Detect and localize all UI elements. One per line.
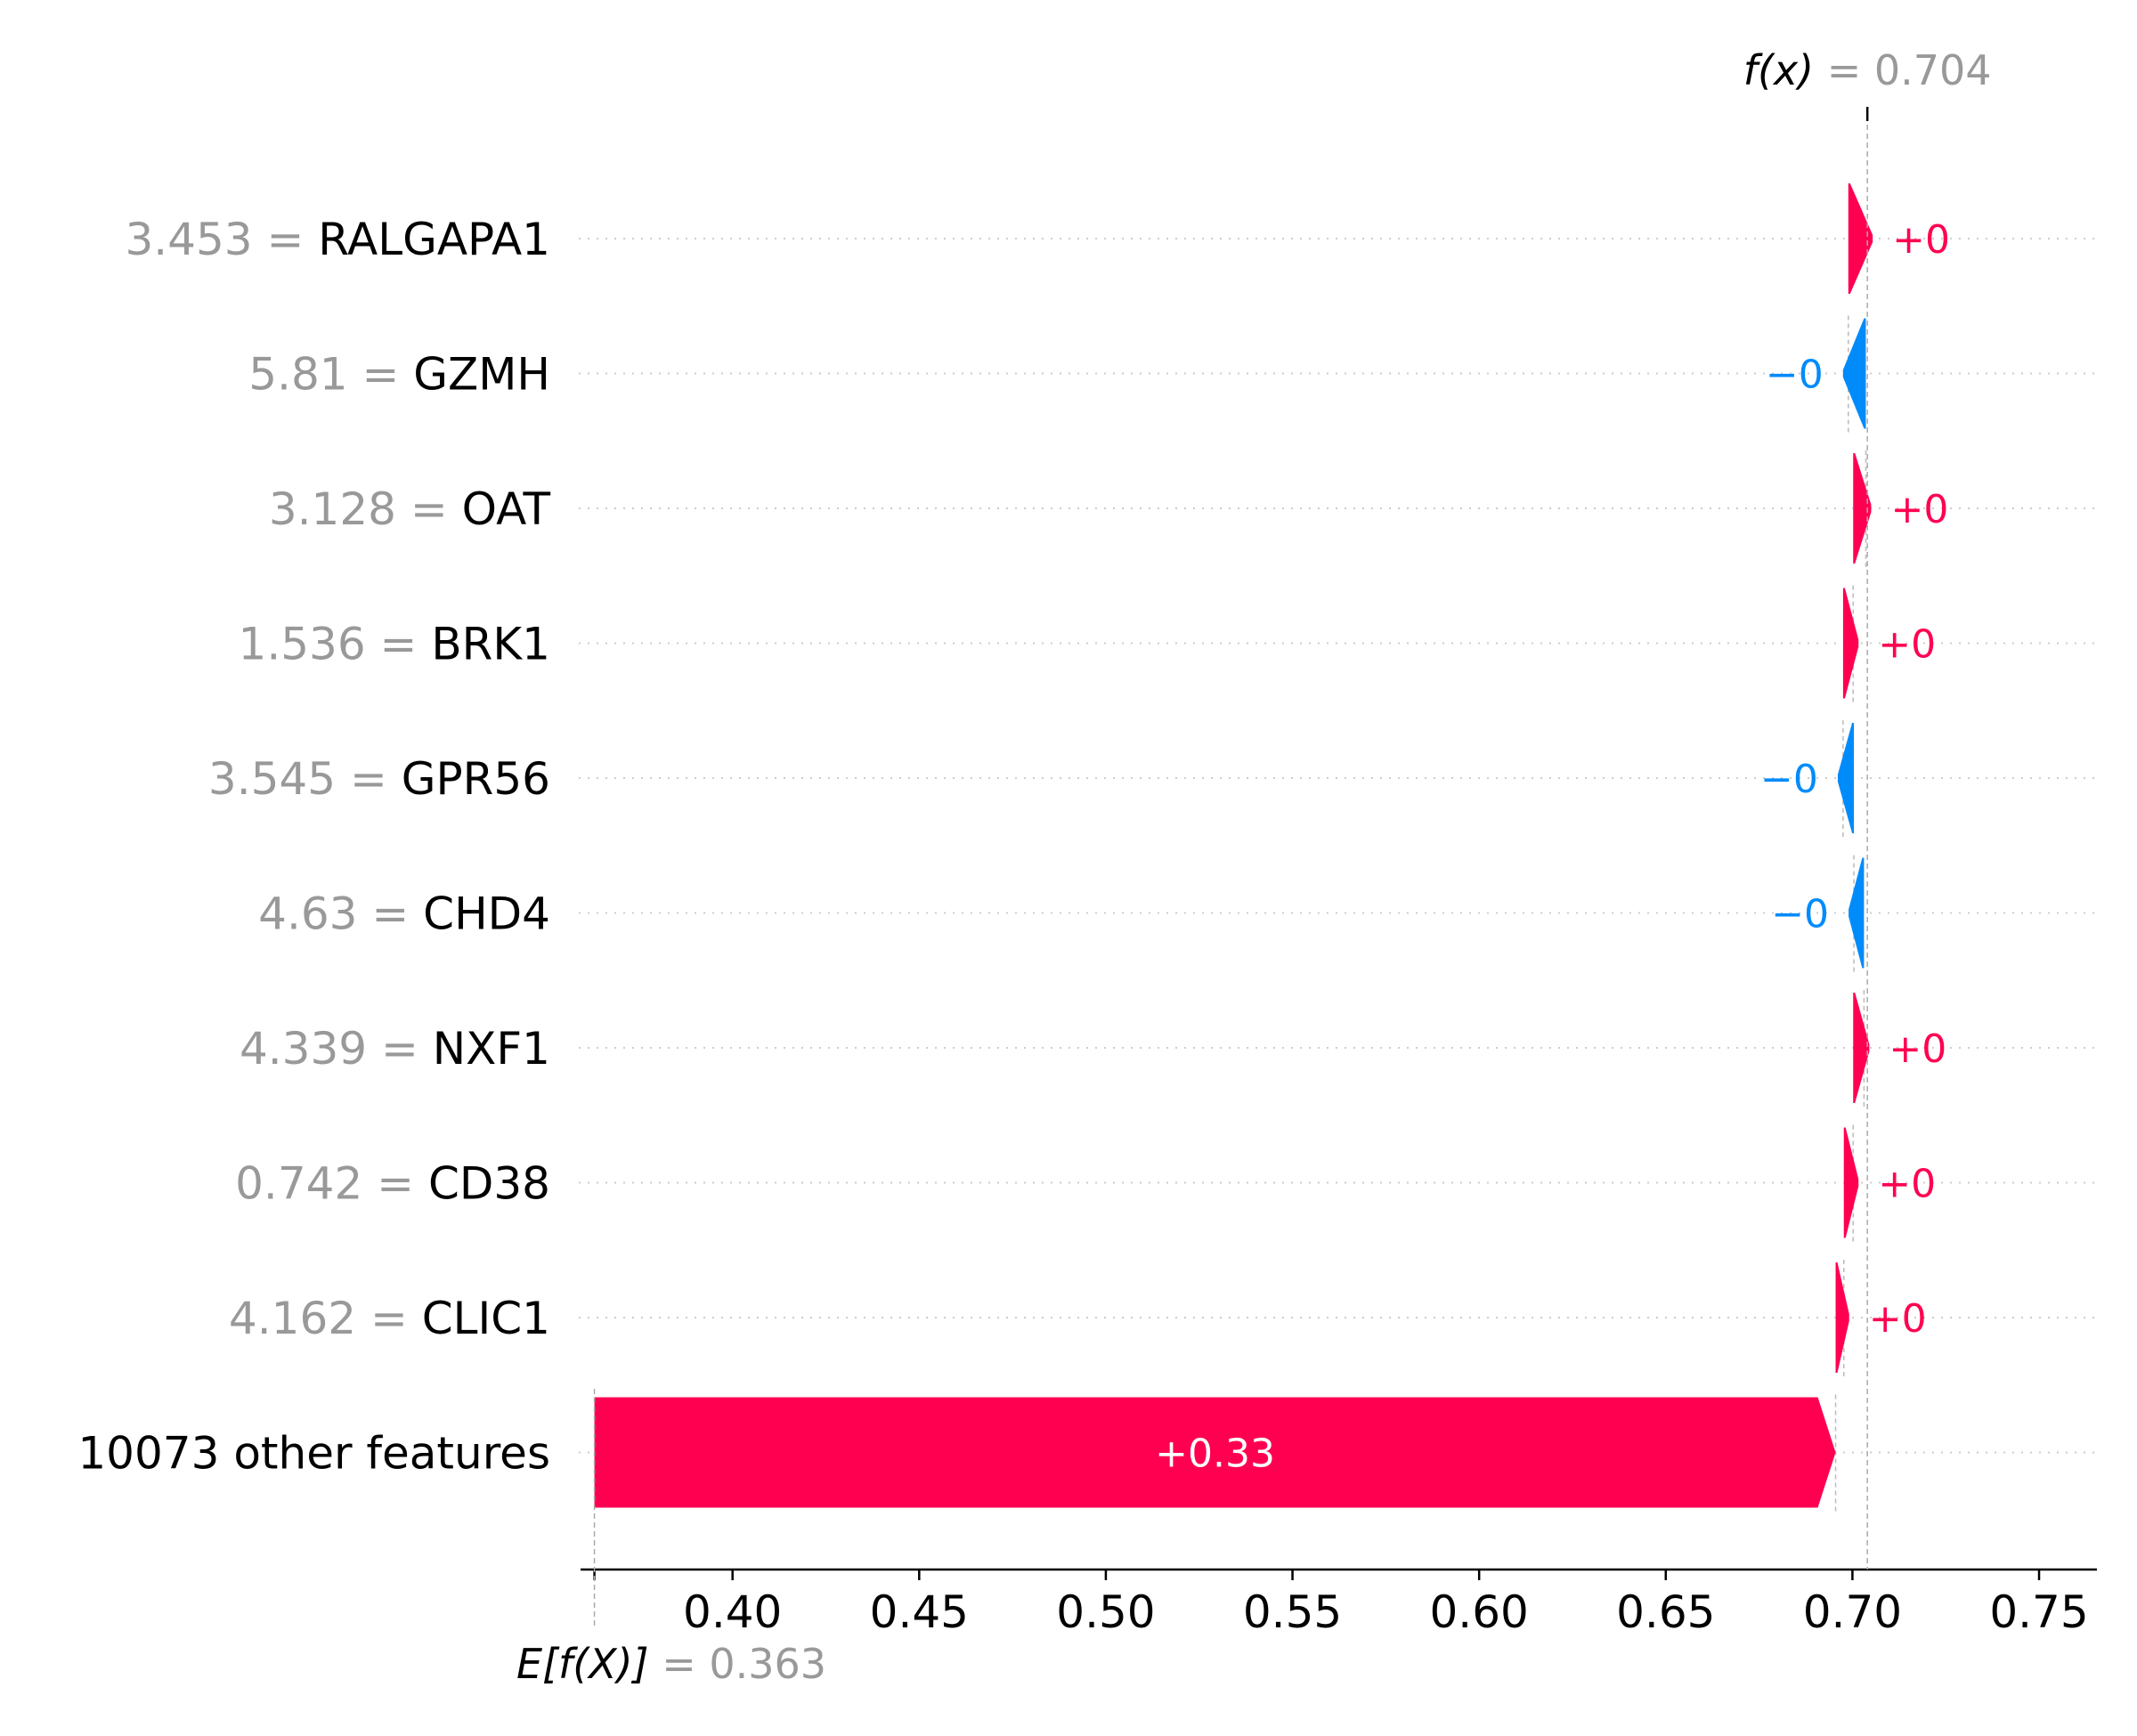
- base-value-label: E[f(X)] = 0.363: [516, 1640, 826, 1688]
- feature-name: NXF1: [433, 1023, 550, 1075]
- feature-row: 3.545 = GPR56 −0: [208, 720, 2097, 837]
- base-output-annotations: f(x) = 0.704 E[f(X)] = 0.363: [516, 46, 1992, 1688]
- output-value-text: = 0.704: [1827, 46, 1992, 94]
- output-value-name: f(x): [1743, 46, 1827, 94]
- base-value-name: E[f(X)]: [516, 1640, 662, 1688]
- base-value-text: = 0.363: [662, 1640, 826, 1688]
- contribution-arrow: [1842, 588, 1859, 699]
- contribution-arrow: [1837, 723, 1855, 833]
- x-tick-label: 0.65: [1616, 1586, 1715, 1638]
- feature-name: CLIC1: [422, 1293, 550, 1344]
- feature-name: GZMH: [413, 349, 550, 401]
- contribution-label: +0: [1890, 487, 1948, 532]
- contribution-arrow: [1848, 183, 1873, 294]
- feature-value: 0.742 =: [235, 1158, 428, 1210]
- x-tick-label: 0.50: [1056, 1586, 1155, 1638]
- contribution-arrow: [1849, 857, 1865, 969]
- feature-label: 4.162 = CLIC1: [229, 1293, 550, 1344]
- feature-label: 3.128 = OAT: [269, 483, 551, 535]
- feature-label: 1.536 = BRK1: [239, 619, 550, 670]
- feature-value: 4.339 =: [240, 1023, 433, 1075]
- feature-row: 3.128 = OAT +0: [269, 450, 2097, 567]
- feature-label: 5.81 = GZMH: [248, 349, 550, 401]
- contribution-label: +0.33: [1155, 1432, 1275, 1477]
- feature-name: GPR56: [402, 753, 550, 805]
- feature-label: 0.742 = CD38: [235, 1158, 550, 1210]
- feature-label: 3.453 = RALGAPA1: [125, 214, 550, 265]
- feature-value: 5.81 =: [248, 349, 413, 401]
- contribution-label: −0: [1766, 353, 1824, 398]
- contribution-arrow: [1835, 1262, 1849, 1373]
- feature-label: 4.339 = NXF1: [240, 1023, 550, 1075]
- feature-row: 10073 other features +0.33: [77, 1394, 2097, 1512]
- contribution-label: −0: [1771, 892, 1829, 937]
- feature-value: 4.63 =: [258, 888, 423, 940]
- x-tick-label: 0.55: [1243, 1586, 1342, 1638]
- feature-row: 4.63 = CHD4 −0: [258, 855, 2097, 972]
- contribution-arrow: [1853, 993, 1870, 1103]
- contribution-arrow: [1843, 1127, 1859, 1238]
- contribution-arrow: [1853, 453, 1872, 564]
- feature-value: 3.128 =: [269, 483, 462, 535]
- feature-row: 4.339 = NXF1 +0: [240, 990, 2097, 1107]
- feature-value: 1.536 =: [239, 619, 432, 670]
- feature-row: 3.453 = RALGAPA1 +0: [125, 183, 2097, 294]
- contribution-label: −0: [1760, 757, 1818, 802]
- feature-rows: 3.453 = RALGAPA1 +0 5.81 = GZMH −0 3.128 = O…: [77, 183, 2097, 1512]
- contribution-bar: [594, 1397, 1836, 1508]
- feature-name: CHD4: [423, 888, 550, 940]
- feature-name: OAT: [462, 483, 551, 535]
- x-tick-label: 0.40: [683, 1586, 782, 1638]
- feature-value: 3.453 =: [125, 214, 318, 265]
- x-tick-label: 0.45: [870, 1586, 969, 1638]
- contribution-label: +0: [1892, 217, 1950, 263]
- feature-value: 3.545 =: [208, 753, 402, 805]
- feature-label: 4.63 = CHD4: [258, 888, 550, 940]
- feature-name: RALGAPA1: [318, 214, 550, 265]
- feature-name: BRK1: [431, 619, 550, 670]
- feature-row: 1.536 = BRK1 +0: [239, 585, 2097, 702]
- x-tick-label: 0.60: [1430, 1586, 1529, 1638]
- x-tick-label: 0.70: [1803, 1586, 1902, 1638]
- contribution-label: +0: [1869, 1296, 1927, 1342]
- feature-value: 4.162 =: [229, 1293, 422, 1344]
- x-tick-label: 0.75: [1989, 1586, 2088, 1638]
- feature-row: 0.742 = CD38 +0: [235, 1124, 2097, 1242]
- contribution-label: +0: [1878, 1162, 1936, 1207]
- contribution-label: +0: [1889, 1026, 1946, 1072]
- feature-label: 10073 other features: [77, 1428, 550, 1480]
- feature-name: 10073 other features: [77, 1428, 550, 1480]
- x-axis: 0.40 0.45 0.50 0.55 0.60 0.65 0.70 0.75: [581, 1568, 2097, 1638]
- output-value-label: f(x) = 0.704: [1743, 46, 1992, 94]
- feature-label: 3.545 = GPR56: [208, 753, 550, 805]
- contribution-arrow: [1842, 318, 1866, 429]
- feature-row: 4.162 = CLIC1 +0: [229, 1260, 2097, 1376]
- feature-row: 5.81 = GZMH −0: [248, 315, 2097, 433]
- contribution-label: +0: [1878, 622, 1936, 668]
- feature-name: CD38: [428, 1158, 550, 1210]
